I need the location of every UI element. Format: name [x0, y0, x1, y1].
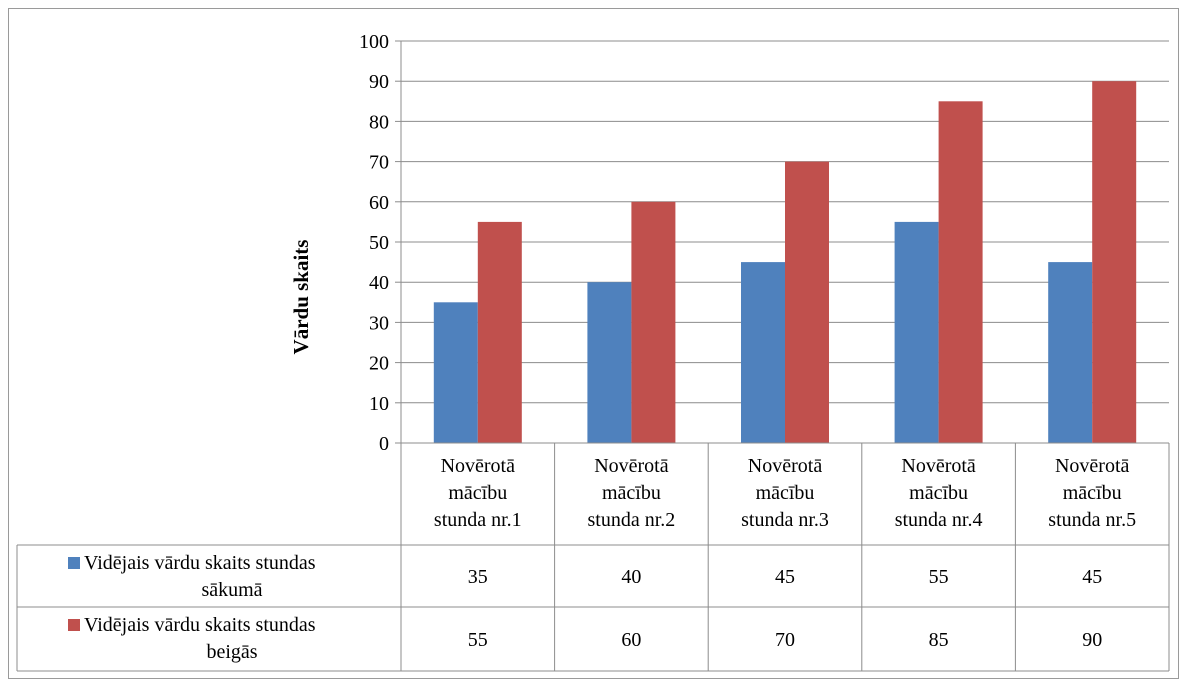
category-label: stunda nr.2 — [588, 509, 676, 531]
table-value: 55 — [929, 566, 949, 588]
category-label: mācību — [448, 482, 507, 504]
bar-series-2-cat-4 — [938, 101, 983, 444]
y-tick-label: 50 — [369, 232, 389, 254]
bar-series-2-cat-3 — [785, 161, 829, 443]
bar-series-1-cat-4 — [894, 221, 939, 443]
legend-key-series-1 — [68, 557, 80, 569]
table-value: 70 — [775, 629, 795, 651]
bars — [433, 81, 1137, 444]
bar-series-2-cat-1 — [477, 221, 522, 443]
y-tick-label: 80 — [369, 111, 389, 133]
table-value: 40 — [621, 566, 641, 588]
bar-series-2-cat-5 — [1092, 81, 1137, 443]
y-tick-label: 20 — [369, 353, 389, 375]
gridlines — [401, 40, 1169, 404]
category-label: mācību — [602, 482, 661, 504]
y-tick-label: 30 — [369, 312, 389, 334]
category-label: mācību — [756, 482, 815, 504]
category-label: stunda nr.4 — [895, 509, 983, 531]
y-tick-label: 90 — [369, 71, 389, 93]
y-axis-label: Vārdu skaits — [289, 240, 313, 355]
table-value: 45 — [775, 566, 795, 588]
axes — [395, 40, 402, 671]
legend-label: Vidējais vārdu skaits stundas — [84, 614, 316, 636]
table-value: 35 — [468, 566, 488, 588]
legend-key-series-2 — [68, 619, 80, 631]
legend-label: Vidējais vārdu skaits stundas — [84, 552, 316, 574]
table-value: 45 — [1082, 566, 1102, 588]
table-value: 55 — [468, 629, 488, 651]
table-value: 60 — [621, 629, 641, 651]
legend-label: sākumā — [201, 579, 262, 601]
y-tick-label: 40 — [369, 272, 389, 294]
category-label: Novērotā — [1055, 455, 1130, 477]
data-table: Novērotā mācību stunda nr.1 Novērotā mācību s… — [16, 442, 1170, 672]
bar-series-1-cat-1 — [433, 302, 478, 443]
category-label: stunda nr.1 — [434, 509, 522, 531]
y-tick-label: 10 — [369, 393, 389, 415]
y-tick-label: 100 — [359, 31, 389, 53]
chart-frame — [8, 8, 1179, 679]
bar-series-1-cat-5 — [1048, 262, 1093, 443]
legend-label: beigās — [206, 641, 257, 663]
bar-series-2-cat-2 — [631, 201, 676, 443]
bar-series-1-cat-3 — [741, 262, 785, 443]
y-tick-labels: 0 10 20 30 40 50 60 70 80 90 100 — [359, 31, 389, 455]
category-label: mācību — [1063, 482, 1122, 504]
category-label: stunda nr.3 — [741, 509, 829, 531]
category-label: mācību — [909, 482, 968, 504]
category-label: Novērotā — [441, 455, 516, 477]
bar-series-1-cat-2 — [587, 282, 632, 443]
category-label: Novērotā — [901, 455, 976, 477]
y-tick-label: 60 — [369, 192, 389, 214]
table-value: 85 — [929, 629, 949, 651]
category-label: stunda nr.5 — [1048, 509, 1136, 531]
table-value: 90 — [1082, 629, 1102, 651]
y-tick-label: 70 — [369, 152, 389, 174]
category-label: Novērotā — [748, 455, 823, 477]
category-label: Novērotā — [594, 455, 669, 477]
y-tick-label: 0 — [379, 433, 389, 455]
